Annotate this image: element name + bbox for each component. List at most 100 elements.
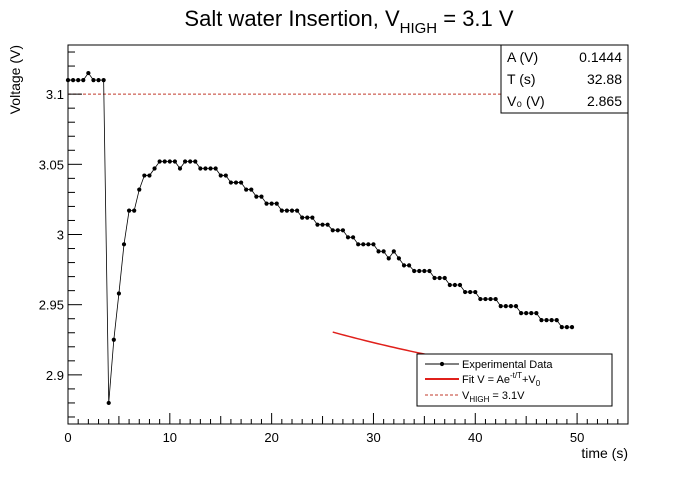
data-point [76, 77, 81, 83]
data-point [284, 208, 290, 213]
legend-label-vhigh-tail: = 3.1V [489, 390, 525, 402]
data-point [478, 296, 483, 302]
data-point [442, 275, 447, 281]
stats-value: 2.865 [587, 93, 622, 109]
data-point [289, 208, 295, 213]
data-point [254, 194, 259, 199]
stats-box: A (V) 0.1444 T (s) 32.88 V₀ (V) 2.865 [500, 44, 629, 114]
data-point [427, 268, 432, 274]
data-point [101, 77, 106, 83]
data-point [513, 303, 519, 309]
data-point [233, 180, 239, 185]
data-point [96, 77, 101, 83]
data-point [569, 325, 575, 330]
data-point [162, 159, 167, 164]
data-point [488, 296, 493, 302]
data-point [137, 187, 142, 192]
stats-value: 0.1444 [579, 49, 622, 65]
data-point [244, 187, 249, 192]
data-point [65, 77, 71, 83]
y-axis-label: Voltage (V) [7, 45, 23, 114]
data-point [396, 256, 402, 261]
data-point [366, 242, 371, 247]
legend-label-fit-main: Fit V = Ae [462, 374, 510, 386]
x-tick-label: 40 [468, 430, 482, 445]
data-point [81, 77, 86, 83]
data-point [554, 318, 559, 323]
stats-value: 32.88 [587, 71, 622, 87]
data-point [361, 242, 366, 247]
data-point [452, 282, 458, 288]
legend-label-fit-mid: +V [522, 374, 536, 386]
data-point [493, 296, 498, 302]
data-point [208, 166, 213, 171]
data-point [218, 173, 223, 178]
data-point [549, 318, 554, 323]
data-point [132, 208, 137, 213]
data-point [356, 242, 361, 247]
data-point [294, 208, 300, 213]
data-point [432, 275, 437, 281]
data-point [508, 303, 514, 309]
data-point [182, 159, 188, 164]
legend-swatch-data-marker [439, 361, 445, 367]
data-point [524, 311, 529, 316]
data-point [534, 311, 539, 316]
x-tick-label: 0 [64, 430, 71, 445]
x-tick-label: 50 [570, 430, 584, 445]
legend-label-data: Experimental Data [462, 359, 553, 371]
stats-label: A (V) [507, 49, 538, 65]
y-tick-label: 2.9 [46, 368, 64, 383]
data-point [518, 311, 524, 316]
legend-label-vhigh-subscript: HIGH [469, 395, 489, 404]
x-axis-label: time (s) [581, 445, 628, 461]
y-tick-label: 2.95 [39, 298, 64, 313]
data-point [529, 311, 534, 316]
data-point [417, 268, 422, 274]
data-point [315, 222, 320, 227]
data-point [539, 318, 544, 323]
data-point [91, 77, 96, 83]
data-point [330, 228, 335, 233]
data-point [350, 235, 356, 240]
data-point [259, 194, 264, 199]
x-tick-label: 20 [264, 430, 278, 445]
data-point [142, 173, 147, 178]
chart-title: Salt water Insertion, VHIGH = 3.1 V [184, 6, 513, 37]
data-point [172, 159, 178, 164]
stats-box-frame [500, 44, 629, 114]
data-point [116, 291, 122, 296]
data-point [70, 77, 76, 83]
data-point [376, 249, 381, 254]
legend-label-fit-subscript: 0 [536, 379, 541, 388]
data-point [345, 235, 351, 240]
data-point [468, 289, 473, 295]
data-point [274, 201, 279, 206]
data-point [193, 159, 198, 164]
data-point [86, 70, 91, 76]
data-point [401, 263, 407, 268]
chart-title-main: Salt water Insertion, V [184, 6, 400, 31]
data-line [68, 72, 572, 403]
data-point [228, 180, 234, 185]
data-point [386, 256, 391, 261]
data-point [167, 159, 172, 164]
data-point [126, 208, 132, 213]
data-point [503, 303, 508, 309]
data-point [381, 249, 386, 254]
chart-title-tail: = 3.1 V [437, 6, 514, 31]
data-point [111, 337, 116, 342]
stats-label: T (s) [507, 71, 536, 87]
data-point [483, 296, 488, 302]
data-point [157, 159, 162, 164]
data-point [223, 173, 228, 178]
data-point [310, 215, 315, 220]
data-point [238, 180, 244, 185]
data-point [457, 282, 463, 288]
legend-label-vhigh: VHIGH = 3.1V [462, 390, 525, 404]
data-point [371, 242, 376, 247]
data-point [462, 289, 468, 295]
